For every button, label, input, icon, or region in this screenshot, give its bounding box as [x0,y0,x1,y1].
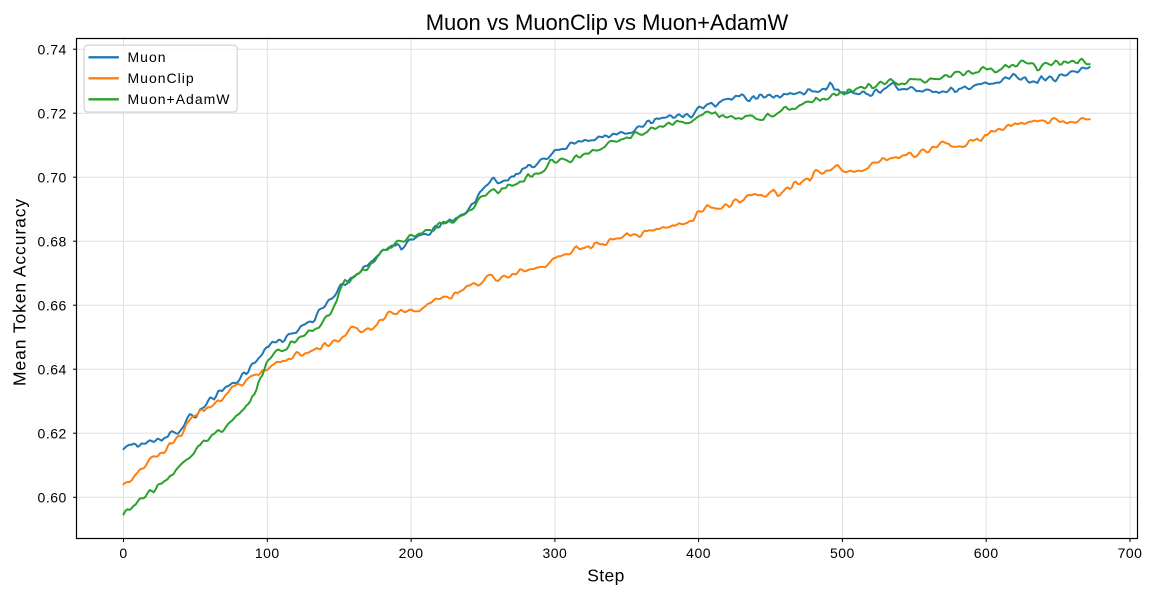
svg-text:0.70: 0.70 [38,170,67,186]
svg-text:Muon: Muon [128,49,167,65]
svg-text:Muon+AdamW: Muon+AdamW [128,91,231,107]
svg-text:0.68: 0.68 [38,234,67,250]
svg-text:Mean Token Accuracy: Mean Token Accuracy [10,198,30,386]
svg-text:0: 0 [119,545,127,561]
svg-text:400: 400 [686,545,711,561]
svg-text:0.62: 0.62 [38,426,67,442]
svg-text:100: 100 [255,545,280,561]
svg-text:0.72: 0.72 [38,106,67,122]
svg-text:0.64: 0.64 [38,362,67,378]
svg-text:0.74: 0.74 [38,42,67,58]
svg-text:500: 500 [830,545,855,561]
svg-text:700: 700 [1118,545,1143,561]
svg-text:0.66: 0.66 [38,298,67,314]
svg-text:200: 200 [399,545,424,561]
svg-text:Muon vs MuonClip vs Muon+AdamW: Muon vs MuonClip vs Muon+AdamW [426,10,789,35]
svg-text:0.60: 0.60 [38,490,67,506]
svg-text:300: 300 [542,545,567,561]
svg-text:MuonClip: MuonClip [128,70,195,86]
svg-text:600: 600 [974,545,999,561]
svg-text:Step: Step [587,565,625,585]
